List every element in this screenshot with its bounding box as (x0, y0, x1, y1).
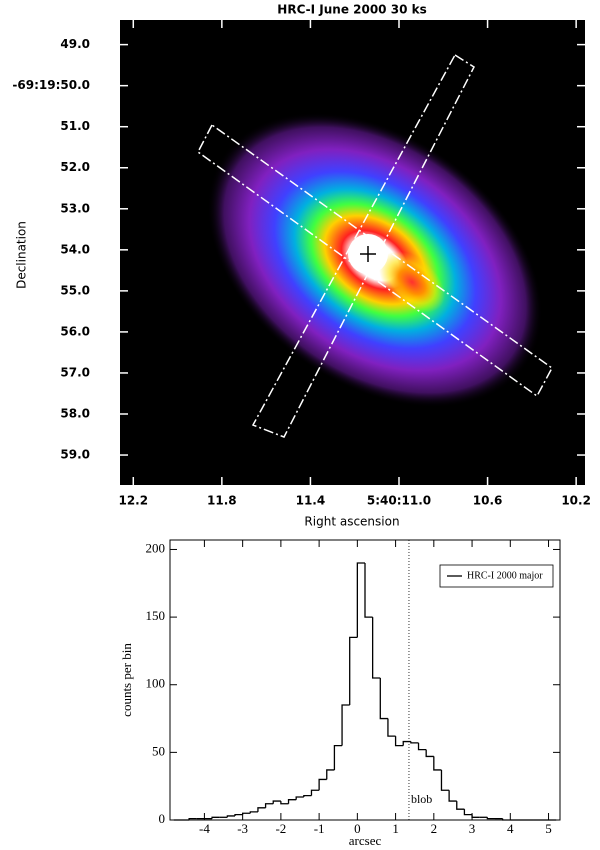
histogram-step (349, 636, 358, 706)
major-region (197, 123, 553, 398)
histogram-step (448, 790, 457, 802)
histogram-step (456, 801, 465, 810)
minor-region (251, 53, 475, 438)
x-tick-label: 5 (545, 821, 552, 836)
histogram-step (440, 769, 450, 791)
x-tick-label: 0 (354, 821, 361, 836)
x-tick-label: -3 (237, 821, 248, 836)
histogram-step (433, 756, 442, 771)
histogram-step (471, 814, 480, 818)
histogram-panel: arcsec counts per bin -4 -3 -2 -1 0 1 2 3 4 50501… (119, 539, 561, 848)
histogram-step (379, 677, 388, 720)
histogram-step (402, 740, 411, 746)
x-tick-label: 5:40:11.0 (367, 494, 431, 508)
histogram-step (303, 795, 312, 798)
histogram-step (272, 800, 281, 804)
histogram-step (249, 811, 258, 814)
x-axis-label: Right ascension (304, 515, 399, 529)
x-tick-label: 12.2 (118, 494, 148, 508)
histogram-step (226, 815, 235, 818)
y-tick-label: 58.0 (60, 406, 90, 420)
x-tick-label: 10.6 (473, 494, 503, 508)
y-tick-label: 57.0 (60, 365, 90, 379)
blob-glow (379, 251, 445, 313)
y-tick-label: 100 (146, 676, 166, 691)
image-title: HRC-I June 2000 30 ks (277, 3, 426, 17)
histogram-step (341, 704, 350, 746)
x-tick-label: -1 (314, 821, 325, 836)
legend-label: HRC-I 2000 major (467, 570, 543, 581)
histogram-step (463, 809, 473, 816)
histogram-step (257, 807, 266, 812)
histogram-step (410, 741, 419, 744)
histogram-step (295, 796, 304, 800)
y-axis-label: counts per bin (119, 643, 134, 717)
histogram-step (425, 749, 434, 758)
histogram-step (371, 617, 381, 679)
histogram-step (501, 818, 511, 821)
x-tick-label: 11.8 (207, 494, 237, 508)
histogram-step (364, 562, 373, 618)
annotation-label: blob (411, 792, 432, 806)
histogram-step (287, 799, 297, 804)
x-tick-label: 11.4 (296, 494, 326, 508)
y-tick-label: 0 (159, 811, 166, 826)
histogram-step (188, 817, 197, 820)
y-tick-label: 51.0 (60, 119, 90, 133)
y-tick-label: 54.0 (60, 242, 90, 256)
x-tick-label: 3 (469, 821, 476, 836)
histogram-step (264, 803, 274, 808)
x-tick-label: -2 (275, 821, 286, 836)
y-tick-label: 150 (146, 608, 166, 623)
y-tick-label: 49.0 (60, 37, 90, 51)
histogram-step (280, 801, 289, 805)
x-tick-label: 10.2 (561, 494, 591, 508)
histogram-step (211, 816, 220, 819)
x-tick-label: 2 (431, 821, 438, 836)
histogram-step (310, 789, 320, 796)
histogram-step (333, 744, 343, 770)
image-panel: HRC-I June 2000 30 ks Right ascension De… (12, 3, 591, 529)
y-tick-label: 200 (146, 540, 166, 555)
y-tick-label: 52.0 (60, 160, 90, 174)
histogram-step (356, 562, 365, 638)
legend-box (439, 564, 554, 588)
plot-frame (169, 539, 561, 821)
histogram-step (394, 736, 404, 747)
histogram-step (486, 817, 495, 820)
y-tick-label: 59.0 (60, 448, 90, 462)
x-axis-label: arcsec (349, 833, 382, 848)
x-tick-label: 1 (392, 821, 399, 836)
histogram-step (234, 813, 243, 816)
y-axis-label: Declination (15, 221, 29, 289)
histogram-step (417, 742, 427, 751)
x-tick-label: 4 (507, 821, 514, 836)
x-tick-label: -4 (199, 821, 210, 836)
histogram-step (318, 778, 327, 791)
y-tick-label: 56.0 (60, 324, 90, 338)
y-tick-label: 53.0 (60, 201, 90, 215)
y-tick-label: -69:19:50.0 (12, 78, 90, 92)
y-tick-label: 55.0 (60, 283, 90, 297)
histogram-step (326, 769, 335, 780)
histogram-step (387, 718, 396, 737)
y-tick-label: 50 (152, 743, 165, 758)
histogram-step (241, 812, 251, 815)
